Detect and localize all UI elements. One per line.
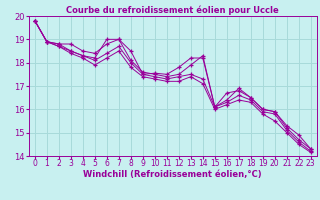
Title: Courbe du refroidissement éolien pour Uccle: Courbe du refroidissement éolien pour Uc…: [67, 6, 279, 15]
X-axis label: Windchill (Refroidissement éolien,°C): Windchill (Refroidissement éolien,°C): [84, 170, 262, 179]
